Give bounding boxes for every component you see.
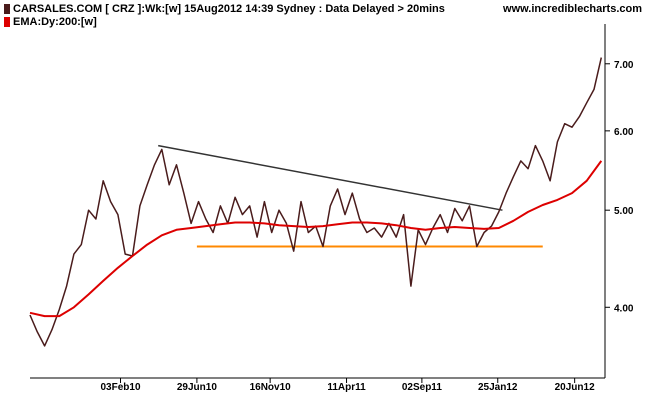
security-title: CARSALES.COM [ CRZ ]:Wk:[w] 15Aug2012 14… <box>13 3 445 15</box>
y-tick-label: 5.00 <box>614 206 634 217</box>
ema-legend: EMA:Dy:200:[w] <box>4 16 97 28</box>
resistance-trendline <box>158 144 503 211</box>
security-legend: CARSALES.COM [ CRZ ]:Wk:[w] 15Aug2012 14… <box>4 3 445 15</box>
x-tick-label: 20Jun12 <box>555 382 595 393</box>
x-tick-label: 29Jun10 <box>177 382 217 393</box>
ema-title: EMA:Dy:200:[w] <box>13 16 97 28</box>
x-tick-label: 25Jan12 <box>478 382 518 393</box>
ema-line <box>29 160 603 318</box>
x-tick-label: 03Feb10 <box>100 382 140 393</box>
price-line <box>29 57 603 347</box>
y-tick-label: 4.00 <box>614 303 634 314</box>
x-tick-label: 02Sep11 <box>402 382 442 393</box>
ema-series-swatch <box>4 17 10 27</box>
price-series-swatch <box>4 4 10 14</box>
x-tick-label: 11Apr11 <box>327 382 366 393</box>
axes: 4.00 5.00 6.00 7.00 03Feb10 29Jun10 16Nov10 11A… <box>30 24 634 393</box>
x-tick-label: 16Nov10 <box>250 382 292 393</box>
y-tick-label: 6.00 <box>614 127 634 138</box>
chart-marks <box>29 57 603 347</box>
y-tick-label: 7.00 <box>614 60 634 71</box>
site-brand[interactable]: www.incrediblecharts.com <box>503 3 642 15</box>
